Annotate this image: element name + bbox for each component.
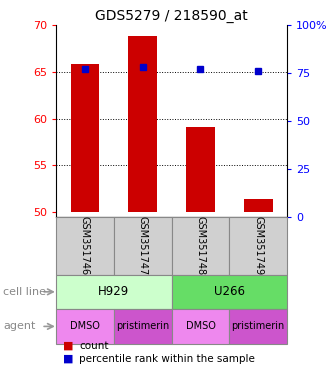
Bar	[71, 64, 99, 212]
Text: DMSO: DMSO	[70, 321, 100, 331]
Text: cell line: cell line	[3, 287, 46, 297]
Bar	[56, 309, 114, 344]
Bar	[186, 127, 215, 212]
Text: agent: agent	[3, 321, 36, 331]
Text: count: count	[79, 341, 109, 351]
Text: ■: ■	[63, 341, 73, 351]
Bar	[56, 275, 172, 309]
Text: pristimerin: pristimerin	[232, 321, 285, 331]
Bar	[172, 275, 287, 309]
Text: DMSO: DMSO	[185, 321, 215, 331]
Text: GSM351747: GSM351747	[138, 216, 148, 275]
Text: GSM351748: GSM351748	[195, 216, 206, 275]
Bar	[244, 199, 273, 212]
Bar	[229, 309, 287, 344]
Bar	[114, 309, 172, 344]
Text: ■: ■	[63, 354, 73, 364]
Title: GDS5279 / 218590_at: GDS5279 / 218590_at	[95, 8, 248, 23]
Text: pristimerin: pristimerin	[116, 321, 169, 331]
Bar	[128, 36, 157, 212]
Text: H929: H929	[98, 285, 129, 298]
Bar	[114, 217, 172, 275]
Text: U266: U266	[214, 285, 245, 298]
Bar	[56, 217, 114, 275]
Text: GSM351749: GSM351749	[253, 216, 263, 275]
Bar	[172, 217, 229, 275]
Text: GSM351746: GSM351746	[80, 216, 90, 275]
Text: percentile rank within the sample: percentile rank within the sample	[79, 354, 255, 364]
Bar	[172, 309, 229, 344]
Bar	[229, 217, 287, 275]
